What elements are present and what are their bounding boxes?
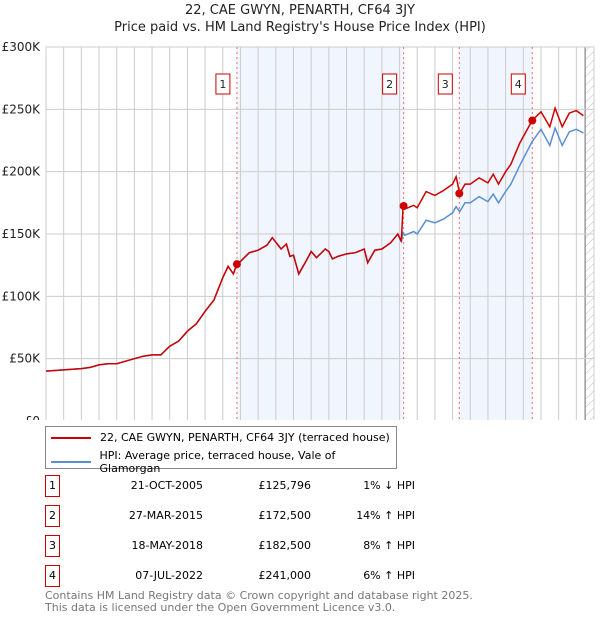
sale-date: 07-JUL-2022 — [135, 569, 203, 582]
sale-number: 1 — [45, 475, 60, 497]
price-chart: 1995199619971998199920002001200220032004… — [2, 40, 595, 420]
sale-point — [455, 189, 464, 198]
legend-label: 22, CAE GWYN, PENARTH, CF64 3JY (terrace… — [100, 431, 390, 444]
red-line-swatch — [51, 436, 91, 439]
footer-copyright: Contains HM Land Registry data © Crown c… — [45, 589, 473, 602]
sale-label-box — [382, 73, 398, 95]
sale-label: 1 — [219, 78, 226, 91]
table-row: 1 21-OCT-2005 £125,796 1% ↓ HPI — [45, 475, 445, 497]
sale-label: 3 — [442, 78, 449, 91]
legend-item-hpi: HPI: Average price, terraced house, Vale… — [51, 449, 396, 475]
sale-label: 2 — [386, 78, 393, 91]
sale-date: 21-OCT-2005 — [130, 479, 203, 492]
y-tick-label: £150K — [2, 227, 42, 241]
blue-line-swatch — [51, 461, 91, 463]
sale-label-box — [437, 73, 453, 95]
sale-price: £182,500 — [258, 539, 312, 552]
table-row: 3 18-MAY-2018 £182,500 8% ↑ HPI — [45, 535, 445, 557]
y-tick-label: £250K — [2, 102, 42, 116]
chart-title: 22, CAE GWYN, PENARTH, CF64 3JY — [185, 3, 415, 18]
legend-label: HPI: Average price, terraced house, Vale… — [99, 449, 336, 475]
sale-number: 3 — [45, 535, 60, 557]
hpi-diff: 8% ↑ HPI — [363, 539, 415, 552]
y-tick-label: £0 — [25, 414, 40, 420]
sale-point — [528, 116, 537, 125]
hpi-diff: 6% ↑ HPI — [363, 569, 415, 582]
sale-point — [399, 201, 408, 210]
sale-label-box — [215, 73, 231, 95]
property-price-line — [45, 105, 584, 372]
y-tick-label: £200K — [2, 165, 42, 179]
y-tick-label: £300K — [2, 40, 42, 54]
legend: 22, CAE GWYN, PENARTH, CF64 3JY (terrace… — [45, 426, 397, 475]
sale-price: £125,796 — [258, 479, 312, 492]
sale-number: 2 — [45, 505, 60, 527]
table-row: 4 07-JUL-2022 £241,000 6% ↑ HPI — [45, 565, 445, 587]
hpi-diff: 14% ↑ HPI — [356, 509, 415, 522]
sale-price: £241,000 — [258, 569, 312, 582]
chart-subtitle: Price paid vs. HM Land Registry's House … — [114, 20, 486, 35]
hpi-diff: 1% ↓ HPI — [363, 479, 415, 492]
sale-label: 4 — [515, 78, 522, 91]
sale-date: 27-MAR-2015 — [128, 509, 203, 522]
y-tick-label: £100K — [2, 289, 42, 303]
plot-border — [45, 46, 595, 420]
sale-date: 18-MAY-2018 — [131, 539, 203, 552]
y-tick-label: £50K — [9, 352, 41, 366]
footer-licence: This data is licensed under the Open Gov… — [45, 601, 396, 614]
sale-price: £172,500 — [258, 509, 312, 522]
sale-point — [232, 260, 241, 269]
sale-label-box — [510, 73, 526, 95]
table-row: 2 27-MAR-2015 £172,500 14% ↑ HPI — [45, 505, 445, 527]
legend-item-property: 22, CAE GWYN, PENARTH, CF64 3JY (terrace… — [51, 431, 390, 444]
sale-number: 4 — [45, 565, 60, 587]
